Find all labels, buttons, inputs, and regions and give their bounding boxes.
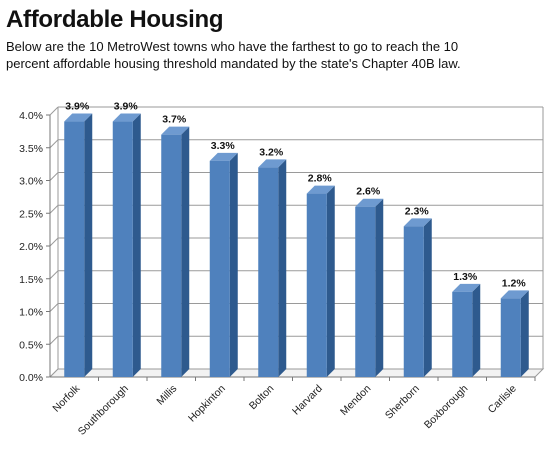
- y-tick-labels: 0.0% 0.5% 1.0% 1.5% 2.0% 2.5% 3.0% 3.5% 4.0%: [19, 110, 43, 384]
- bar: [306, 193, 327, 377]
- bar-top: [306, 185, 335, 194]
- y-tick-label: 1.0%: [19, 307, 43, 319]
- bar-top: [112, 113, 141, 122]
- bar: [64, 121, 85, 377]
- x-category-label: Carlisle: [486, 383, 519, 416]
- y-tick-label: 3.5%: [19, 143, 43, 155]
- data-label: 3.7%: [162, 114, 187, 126]
- bar: [258, 167, 279, 377]
- grid-line-diag: [49, 303, 59, 312]
- bar-side: [326, 185, 335, 377]
- grid-line-diag: [49, 335, 59, 345]
- bar: [355, 206, 376, 377]
- bar: [452, 291, 473, 377]
- x-category-label: Bolton: [247, 383, 277, 413]
- grid-line-diag: [49, 106, 59, 116]
- bar-top: [355, 198, 384, 207]
- x-category-label: Southborough: [76, 383, 131, 438]
- bar-top: [209, 152, 238, 161]
- bar-side: [278, 159, 287, 377]
- bar: [209, 160, 230, 377]
- bar-side: [520, 290, 529, 377]
- y-tick-label: 1.5%: [19, 274, 43, 286]
- bar: [500, 298, 521, 377]
- bar: [161, 134, 182, 377]
- bar-top: [64, 113, 93, 122]
- y-tick-label: 4.0%: [19, 110, 43, 122]
- y-tick-label: 0.5%: [19, 339, 43, 351]
- bar: [112, 121, 133, 377]
- grid-line-diag: [49, 139, 59, 149]
- grid-line-diag: [49, 172, 59, 181]
- chart-subtitle: Below are the 10 MetroWest towns who hav…: [6, 39, 461, 71]
- bar-top: [500, 290, 529, 299]
- grid-line-diag: [49, 204, 59, 214]
- bar-top: [452, 283, 481, 292]
- x-category-label: Hopkinton: [186, 383, 228, 425]
- data-labels: 3.9% 3.9% 3.7% 3.3% 3.2% 2.8% 2.6% 2.3% 1.3% 1.2%: [65, 101, 526, 290]
- data-label: 2.8%: [308, 173, 333, 185]
- bar-side: [181, 126, 190, 378]
- bar-side: [229, 152, 238, 377]
- data-label: 1.2%: [502, 277, 527, 289]
- bar-top: [161, 126, 190, 135]
- data-label: 3.9%: [114, 101, 139, 113]
- bar-side: [472, 283, 481, 377]
- bars: [64, 113, 529, 378]
- y-tick-label: 3.0%: [19, 176, 43, 188]
- x-category-label: Sherborn: [383, 383, 422, 422]
- y-tick-label: 0.0%: [19, 372, 43, 384]
- bar-side: [423, 218, 432, 377]
- bar: [403, 226, 424, 377]
- y-tick-label: 2.5%: [19, 208, 43, 220]
- x-category-label: Norfolk: [50, 382, 83, 415]
- bar-top: [403, 218, 432, 227]
- data-label: 1.3%: [453, 271, 478, 283]
- data-label: 3.2%: [259, 146, 284, 158]
- bar-top: [258, 159, 287, 168]
- data-label: 2.6%: [356, 186, 381, 198]
- bar-side: [375, 198, 384, 377]
- grid-line-diag: [49, 237, 59, 247]
- data-label: 2.3%: [405, 205, 430, 217]
- data-label: 3.9%: [65, 101, 90, 113]
- data-label: 3.3%: [211, 140, 236, 152]
- bar-side: [132, 113, 141, 378]
- x-category-label: Boxborough: [422, 383, 471, 432]
- x-category-label: Millis: [154, 383, 179, 408]
- bar-side: [84, 113, 93, 378]
- grid-line-diag: [49, 270, 59, 280]
- y-tick-label: 2.0%: [19, 241, 43, 253]
- chart-title: Affordable Housing: [6, 6, 224, 33]
- x-category-label: Harvard: [290, 383, 325, 418]
- x-category-label: Mendon: [338, 383, 373, 418]
